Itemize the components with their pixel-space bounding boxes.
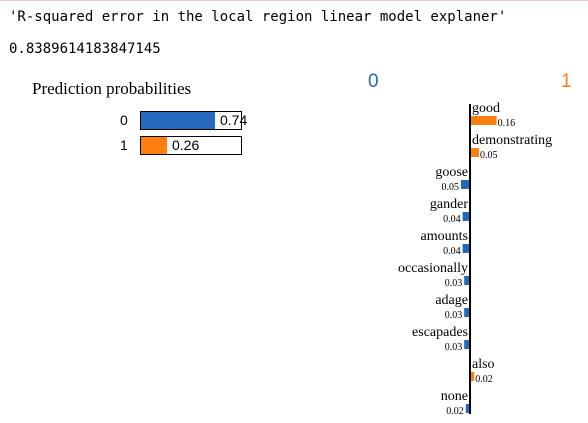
feature-bar-none [466, 404, 469, 413]
feature-name-also: also [472, 357, 495, 372]
feature-name-amounts: amounts [421, 229, 468, 244]
feature-bar-occasionally [464, 276, 469, 285]
feature-weight-label: 0.05 [480, 150, 498, 161]
feature-name-escapades: escapades [412, 325, 468, 340]
feature-weight-label: 0.03 [445, 342, 463, 353]
feature-weight-label: 0.03 [445, 310, 463, 321]
feature-weight-label: 0.02 [475, 374, 493, 385]
feature-name-good: good [472, 101, 500, 116]
feature-bar-good [471, 116, 497, 125]
feature-bar-adage [464, 308, 469, 317]
feature-bar-also [471, 372, 474, 381]
feature-name-gander: gander [430, 197, 468, 212]
feature-weight-label: 0.16 [498, 118, 515, 129]
feature-name-demonstrating: demonstrating [472, 133, 552, 148]
feature-name-none: none [441, 389, 468, 404]
feature-bar-amounts [463, 244, 469, 253]
feature-weight-label: 0.02 [446, 406, 464, 417]
feature-bar-escapades [464, 340, 469, 349]
feature-name-adage: adage [435, 293, 468, 308]
feature-bar-goose [461, 180, 469, 189]
feature-weight-label: 0.05 [442, 182, 460, 193]
feature-weight-label: 0.04 [443, 246, 461, 257]
feature-weight-label: 0.04 [443, 214, 461, 225]
feature-name-occasionally: occasionally [398, 261, 468, 276]
feature-bar-gander [463, 212, 469, 221]
feature-name-goose: goose [435, 165, 468, 180]
feature-bar-demonstrating [471, 148, 479, 157]
feature-weight-label: 0.03 [445, 278, 463, 289]
